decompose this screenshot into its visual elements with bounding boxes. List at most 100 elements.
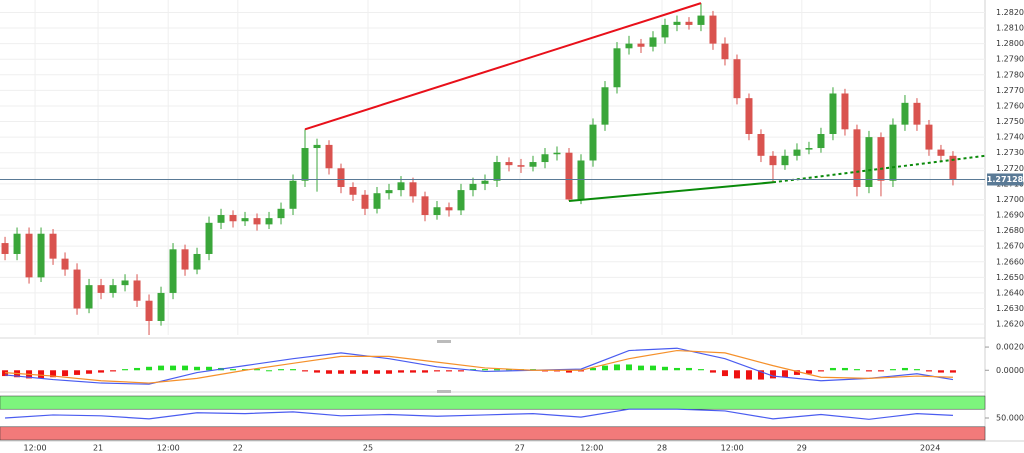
x-tick-label: 12:00 xyxy=(580,444,603,453)
x-tick-label: 12:00 xyxy=(157,444,180,453)
x-tick-label: 25 xyxy=(363,444,373,453)
y-tick-label: 1.2690 xyxy=(996,211,1024,220)
y-tick-label: 1.2620 xyxy=(996,320,1024,329)
histogram-bar xyxy=(865,370,872,372)
histogram-bar xyxy=(733,370,740,379)
candle-body xyxy=(241,218,249,222)
y-tick-label: 1.2760 xyxy=(996,101,1024,110)
candle-body xyxy=(469,183,477,191)
candle-body xyxy=(925,124,933,150)
histogram-bar xyxy=(493,369,500,371)
candle-body xyxy=(889,124,897,181)
candle-body xyxy=(949,155,957,180)
candle-body xyxy=(505,162,513,166)
candle-body xyxy=(817,134,825,149)
candle-body xyxy=(553,152,561,155)
histogram-bar xyxy=(326,370,333,374)
indicator-line xyxy=(5,408,953,420)
histogram-bar xyxy=(38,370,45,379)
candle-body xyxy=(313,144,321,149)
histogram-bar xyxy=(925,370,932,372)
y-tick-label: 1.2750 xyxy=(996,117,1024,126)
histogram-bar xyxy=(350,370,357,374)
candle-body xyxy=(13,233,21,254)
histogram-bar xyxy=(841,367,848,371)
candle-body xyxy=(697,15,705,25)
y-tick-label: 1.2700 xyxy=(996,195,1024,204)
candle-body xyxy=(565,152,573,200)
histogram-bar xyxy=(62,370,69,377)
histogram-bar xyxy=(829,367,836,371)
candle-body xyxy=(25,233,33,278)
candle-body xyxy=(133,280,141,301)
candle-body xyxy=(709,15,717,44)
candle-body xyxy=(1,243,9,254)
candle-body xyxy=(781,155,789,166)
candle-body xyxy=(877,137,885,181)
y-tick-label: 1.2820 xyxy=(996,8,1024,17)
x-tick-label: 21 xyxy=(93,444,103,453)
candle-body xyxy=(757,134,765,156)
candle-body xyxy=(793,149,801,156)
candle-body xyxy=(361,194,369,209)
x-tick-label: 27 xyxy=(515,444,525,453)
candle-body xyxy=(385,190,393,194)
candle-body xyxy=(625,43,633,49)
histogram-bar xyxy=(98,370,105,373)
histogram-bar xyxy=(769,370,776,379)
histogram-bar xyxy=(134,367,141,371)
candle-body xyxy=(37,233,45,278)
histogram-bar xyxy=(206,366,213,371)
candle-body xyxy=(109,285,117,293)
candle-body xyxy=(277,208,285,219)
histogram-bar xyxy=(374,370,381,374)
candle-body xyxy=(193,253,201,270)
candle-body xyxy=(229,215,237,222)
candle-body xyxy=(529,162,537,167)
x-tick-label: 29 xyxy=(797,444,807,453)
x-tick-label: 12:00 xyxy=(24,444,47,453)
histogram-bar xyxy=(110,370,117,372)
histogram-bar xyxy=(410,370,417,373)
histogram-bar xyxy=(745,370,752,380)
candle-body xyxy=(829,93,837,134)
y-tick-label: 0.0000 xyxy=(996,366,1024,375)
y-tick-label: 0.0020 xyxy=(996,343,1024,352)
resize-handle[interactable] xyxy=(437,340,451,343)
candle-body xyxy=(601,87,609,125)
candle-body xyxy=(673,21,681,25)
y-tick-label: 1.2810 xyxy=(996,24,1024,33)
histogram-bar xyxy=(937,370,944,373)
candle-body xyxy=(901,102,909,125)
histogram-bar xyxy=(230,369,237,371)
candle-body xyxy=(325,144,333,169)
candle-body xyxy=(481,180,489,184)
y-tick-label: 1.2630 xyxy=(996,304,1024,313)
resize-handle[interactable] xyxy=(437,390,451,393)
candle-body xyxy=(337,168,345,187)
candle-body xyxy=(913,102,921,125)
histogram-bar xyxy=(913,369,920,371)
candle-body xyxy=(589,124,597,161)
candle-body xyxy=(853,129,861,187)
histogram-bar xyxy=(853,369,860,371)
histogram-bar xyxy=(685,367,692,371)
candle-body xyxy=(685,21,693,25)
candle-body xyxy=(409,182,417,197)
candle-body xyxy=(457,190,465,211)
histogram-bar xyxy=(338,370,345,374)
y-tick-label: 1.2670 xyxy=(996,242,1024,251)
candle-body xyxy=(169,249,177,293)
histogram-bar xyxy=(673,367,680,371)
histogram-bar xyxy=(458,370,465,372)
histogram-bar xyxy=(434,370,441,372)
candle-body xyxy=(865,137,873,187)
histogram-bar xyxy=(254,369,261,371)
histogram-bar xyxy=(398,370,405,373)
histogram-bar xyxy=(362,370,369,374)
histogram-bar xyxy=(721,370,728,377)
y-tick-label: 1.2780 xyxy=(996,70,1024,79)
candle-body xyxy=(733,59,741,99)
candle-body xyxy=(61,258,69,270)
indicator-line xyxy=(4,347,954,385)
